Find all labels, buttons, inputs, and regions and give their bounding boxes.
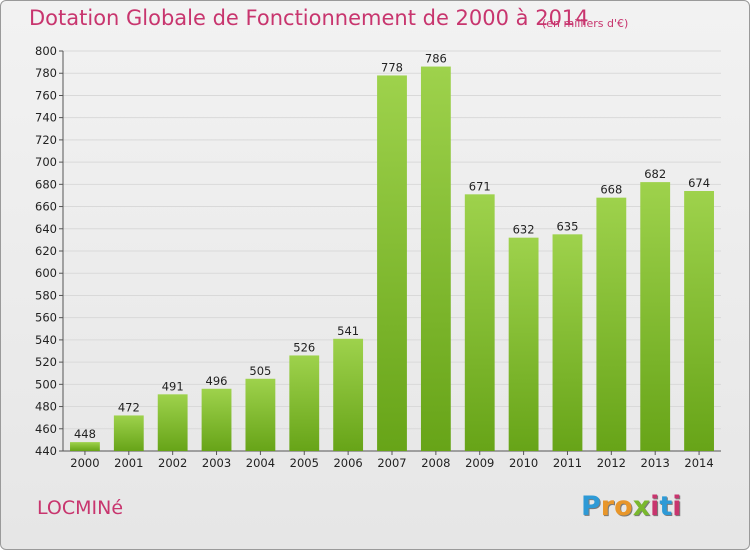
bar — [508, 237, 539, 451]
y-tick-label: 780 — [35, 66, 57, 80]
logo-letter: i — [672, 491, 682, 522]
x-tick-label: 2013 — [641, 456, 670, 470]
x-tick-label: 2007 — [377, 456, 406, 470]
data-label: 668 — [600, 183, 622, 197]
x-tick-label: 2002 — [158, 456, 187, 470]
y-tick-label: 700 — [35, 155, 57, 169]
y-tick-label: 540 — [35, 333, 57, 347]
data-label: 472 — [118, 400, 140, 414]
y-tick-label: 740 — [35, 111, 57, 125]
x-tick-label: 2003 — [202, 456, 231, 470]
x-tick-label: 2010 — [509, 456, 538, 470]
unit-note: (en milliers d'€) — [542, 17, 629, 30]
y-tick-label: 580 — [35, 288, 57, 302]
x-tick-label: 2004 — [246, 456, 275, 470]
logo-letter: o — [614, 491, 633, 522]
y-tick-label: 660 — [35, 200, 57, 214]
x-tick-label: 2014 — [684, 456, 713, 470]
proxiti-logo: Proxiti — [581, 491, 682, 522]
y-tick-label: 800 — [35, 44, 57, 58]
logo-letter: r — [600, 491, 615, 522]
data-label: 505 — [249, 364, 271, 378]
data-label: 786 — [425, 52, 447, 66]
y-tick-label: 680 — [35, 177, 57, 191]
logo-letter: P — [581, 491, 601, 522]
data-label: 674 — [688, 176, 710, 190]
bar — [70, 442, 100, 451]
x-tick-label: 2005 — [290, 456, 319, 470]
commune-name: LOCMINé — [37, 497, 124, 519]
x-tick-label: 2009 — [465, 456, 494, 470]
bar — [289, 355, 320, 451]
y-tick-label: 760 — [35, 88, 57, 102]
x-tick-label: 2001 — [114, 456, 143, 470]
bar — [245, 378, 276, 451]
chart-title: Dotation Globale de Fonctionnement de 20… — [29, 6, 589, 30]
y-tick-label: 560 — [35, 311, 57, 325]
logo-letter: i — [650, 491, 660, 522]
data-label: 541 — [337, 324, 359, 338]
bar — [113, 415, 144, 451]
data-label: 632 — [513, 223, 535, 237]
logo-letter: x — [632, 491, 651, 522]
bar — [201, 388, 232, 451]
bar — [464, 194, 495, 452]
y-tick-label: 640 — [35, 222, 57, 236]
y-tick-label: 600 — [35, 266, 57, 280]
y-tick-label: 520 — [35, 355, 57, 369]
data-label: 496 — [206, 374, 228, 388]
data-label: 491 — [162, 379, 184, 393]
bar — [420, 66, 451, 452]
bar — [377, 75, 407, 451]
x-tick-label: 2008 — [421, 456, 450, 470]
x-tick-label: 2012 — [597, 456, 626, 470]
bar — [552, 234, 583, 451]
x-tick-label: 2011 — [553, 456, 582, 470]
data-label: 635 — [556, 219, 578, 233]
bar — [157, 394, 188, 451]
data-label: 778 — [381, 60, 403, 74]
x-tick-label: 2000 — [70, 456, 99, 470]
data-label: 671 — [469, 179, 491, 193]
y-tick-label: 460 — [35, 422, 57, 436]
y-tick-label: 480 — [35, 400, 57, 414]
x-tick-label: 2006 — [333, 456, 362, 470]
bar — [640, 182, 671, 451]
bar — [333, 338, 364, 451]
data-label: 682 — [644, 167, 666, 181]
logo-letter: t — [659, 491, 673, 522]
data-label: 526 — [293, 340, 315, 354]
y-tick-label: 720 — [35, 133, 57, 147]
bar — [596, 197, 627, 451]
data-label: 448 — [74, 427, 96, 441]
y-tick-label: 500 — [35, 377, 57, 391]
y-tick-label: 620 — [35, 244, 57, 258]
y-tick-label: 440 — [35, 444, 57, 458]
bar — [684, 191, 714, 451]
